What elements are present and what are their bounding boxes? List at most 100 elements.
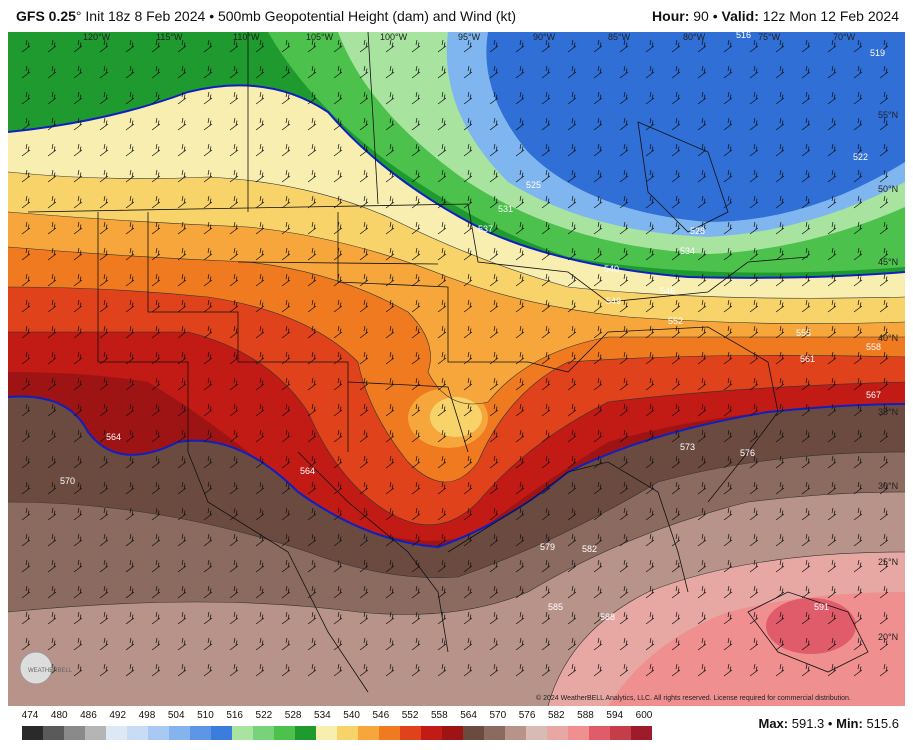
wind-barb <box>671 611 681 625</box>
wind-barb <box>775 429 785 443</box>
wind-barb <box>619 507 629 521</box>
wind-barb <box>307 65 317 79</box>
legend-swatch <box>400 726 421 740</box>
wind-barb <box>125 533 135 547</box>
wind-barb <box>723 91 733 105</box>
wind-barb <box>333 429 343 443</box>
wind-barb <box>151 481 161 495</box>
wind-barb <box>515 195 525 209</box>
wind-barb <box>749 403 759 417</box>
wind-barb <box>333 91 343 105</box>
contour-label: 573 <box>680 442 695 452</box>
wind-barb <box>21 637 31 651</box>
wind-barb <box>99 455 109 469</box>
wind-barb <box>21 559 31 573</box>
wind-barb <box>879 533 889 547</box>
wind-barb <box>99 351 109 365</box>
wind-barb <box>697 377 707 391</box>
high-center <box>766 598 856 654</box>
wind-barb <box>385 377 395 391</box>
contour-label: 516 <box>736 32 751 40</box>
wind-barb <box>47 39 57 53</box>
wind-barb <box>47 481 57 495</box>
wind-barb <box>99 117 109 131</box>
wind-barb <box>203 169 213 183</box>
wind-barb <box>281 637 291 651</box>
wind-barb <box>385 403 395 417</box>
wind-barb <box>21 351 31 365</box>
wind-barb <box>853 507 863 521</box>
wind-barb <box>99 637 109 651</box>
wind-barb <box>645 559 655 573</box>
wind-barb <box>99 195 109 209</box>
wind-barb <box>489 663 499 677</box>
wind-barb <box>21 455 31 469</box>
wind-barb <box>47 377 57 391</box>
wind-barb <box>177 403 187 417</box>
wind-barb <box>151 585 161 599</box>
wind-barb <box>775 299 785 313</box>
wind-barb <box>307 325 317 339</box>
wind-barb <box>73 455 83 469</box>
wind-barb <box>775 351 785 365</box>
hour-value: 90 <box>693 8 709 24</box>
wind-barb <box>151 247 161 261</box>
wind-barb <box>333 169 343 183</box>
wind-barb <box>255 351 265 365</box>
wind-barb <box>853 429 863 443</box>
wind-barb <box>411 533 421 547</box>
wind-barb <box>801 325 811 339</box>
wind-barb <box>775 65 785 79</box>
wind-barb <box>749 169 759 183</box>
wind-barb <box>671 143 681 157</box>
wind-barb <box>723 299 733 313</box>
wind-barb <box>515 559 525 573</box>
wind-barb <box>671 637 681 651</box>
wind-barb <box>307 221 317 235</box>
wind-barb <box>229 351 239 365</box>
wind-barb <box>437 65 447 79</box>
wind-barb <box>255 507 265 521</box>
wind-barb <box>697 325 707 339</box>
valid-value: 12z Mon 12 Feb 2024 <box>762 8 899 24</box>
wind-barb <box>827 507 837 521</box>
cutoff-low-center <box>430 397 482 437</box>
wind-barb <box>385 143 395 157</box>
lon-label: 105°W <box>306 32 334 42</box>
wind-barb <box>567 91 577 105</box>
wind-barb <box>879 91 889 105</box>
wind-barb <box>801 481 811 495</box>
wind-barb <box>567 637 577 651</box>
wind-barb <box>437 39 447 53</box>
wind-barb <box>801 299 811 313</box>
wind-barb <box>593 507 603 521</box>
wind-barb <box>593 117 603 131</box>
wind-barb <box>47 403 57 417</box>
contour-label: 519 <box>870 48 885 58</box>
wind-barb <box>307 663 317 677</box>
wind-barb <box>151 377 161 391</box>
wind-barb <box>619 663 629 677</box>
wind-barb <box>775 169 785 183</box>
wind-barb <box>437 403 447 417</box>
legend-tick-label: 474 <box>21 710 39 721</box>
wind-barb <box>125 351 135 365</box>
wind-barb <box>281 559 291 573</box>
wind-barb <box>853 143 863 157</box>
wind-barb <box>801 169 811 183</box>
legend-swatch <box>631 726 652 740</box>
wind-barb <box>515 143 525 157</box>
wind-barb <box>99 403 109 417</box>
wind-barb <box>593 481 603 495</box>
wind-barb <box>411 429 421 443</box>
wind-barb <box>47 247 57 261</box>
wind-barb <box>437 117 447 131</box>
wind-barb <box>853 455 863 469</box>
wind-barb <box>255 65 265 79</box>
wind-barb <box>281 533 291 547</box>
wind-barb <box>359 403 369 417</box>
wind-barb <box>333 117 343 131</box>
wind-barb <box>125 195 135 209</box>
wind-barb <box>749 507 759 521</box>
wind-barb <box>671 533 681 547</box>
